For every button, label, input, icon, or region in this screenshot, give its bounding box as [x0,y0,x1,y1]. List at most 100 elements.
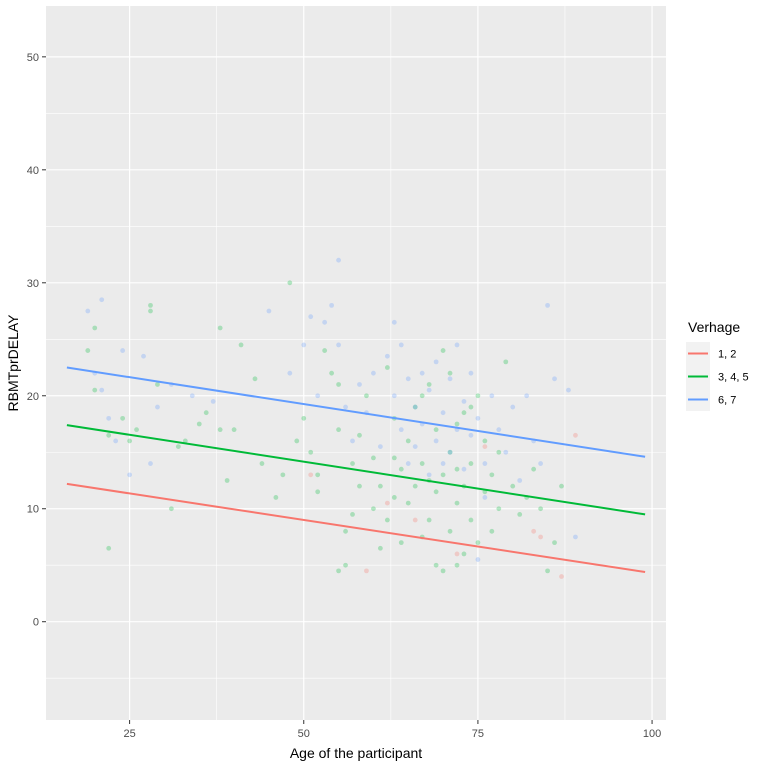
data-point [266,308,272,314]
data-point [552,540,557,546]
data-point [398,342,404,348]
data-point [155,382,160,387]
data-point [384,365,390,370]
data-point [489,472,495,478]
data-point [454,500,460,506]
data-point [224,478,230,483]
legend-title: Verhage [688,319,740,335]
data-point [99,297,105,303]
y-tick-label: 0 [33,617,39,629]
data-point [384,500,390,506]
data-point [433,359,439,365]
data-point [168,506,174,512]
data-point [461,410,467,416]
data-point [217,325,223,331]
data-point [468,517,474,523]
y-tick-label: 40 [27,165,39,177]
data-point [440,410,446,416]
data-point [322,348,328,353]
data-point [454,551,460,557]
data-point [134,427,139,433]
data-point [364,393,369,399]
data-point [377,545,383,551]
data-point [287,280,293,286]
data-point [405,376,411,382]
legend-label: 6, 7 [718,395,736,407]
data-point [426,382,432,387]
data-point [259,461,265,466]
data-point [350,461,355,466]
data-point [412,444,418,450]
data-point [252,376,258,382]
data-point [496,427,502,433]
data-point [308,472,314,478]
x-tick-label: 100 [643,728,661,740]
data-point [357,432,362,438]
legend: Verhage 1, 2 3, 4, 5 6, 7 [686,319,749,411]
data-point [517,478,523,483]
data-point [468,370,474,376]
data-point [113,438,119,444]
data-point [552,376,557,382]
data-point [120,348,126,353]
data-point [447,449,453,455]
data-point [384,353,390,359]
data-point [377,444,383,450]
data-point [482,495,488,500]
data-point [433,562,439,568]
data-point [433,438,439,444]
data-point [322,319,328,325]
data-point [148,308,153,314]
panel-background [46,6,666,720]
data-point [510,483,516,489]
data-point [426,387,432,393]
axes: 25 50 75 100 0 10 20 30 40 50 [27,52,661,740]
data-point [315,489,321,495]
data-point [433,427,439,433]
data-point [510,404,516,410]
data-point [308,449,314,455]
data-point [391,393,397,399]
data-point [343,528,348,534]
data-point [106,545,112,551]
data-point [454,342,460,348]
data-point [419,370,425,376]
data-point [538,461,544,466]
data-point [336,568,341,574]
data-point [336,427,341,433]
data-point [454,562,460,568]
y-tick-label: 30 [27,278,39,290]
data-point [531,466,537,472]
trend-lines [66,366,646,573]
data-point [343,562,348,568]
trend-line [66,366,646,458]
data-point [357,382,362,387]
data-point [461,466,467,472]
data-point [412,517,418,523]
data-point [106,432,112,438]
data-point [489,393,495,399]
data-point [447,449,453,455]
y-tick-label: 50 [27,52,39,64]
data-point [148,461,153,466]
data-point [273,495,279,500]
trend-line [66,482,646,573]
data-point [85,308,91,314]
data-point [85,348,91,353]
points [85,257,578,579]
data-point [127,438,132,444]
data-point [412,404,418,410]
data-point [405,500,411,506]
data-point [141,353,146,359]
y-tick-label: 10 [27,504,39,516]
data-point [336,342,341,348]
data-point [545,568,550,574]
data-point [308,314,314,320]
data-point [357,483,362,489]
data-point [148,302,153,308]
data-point [398,466,404,472]
data-point [210,399,216,404]
data-point [426,517,432,523]
data-point [371,506,376,512]
